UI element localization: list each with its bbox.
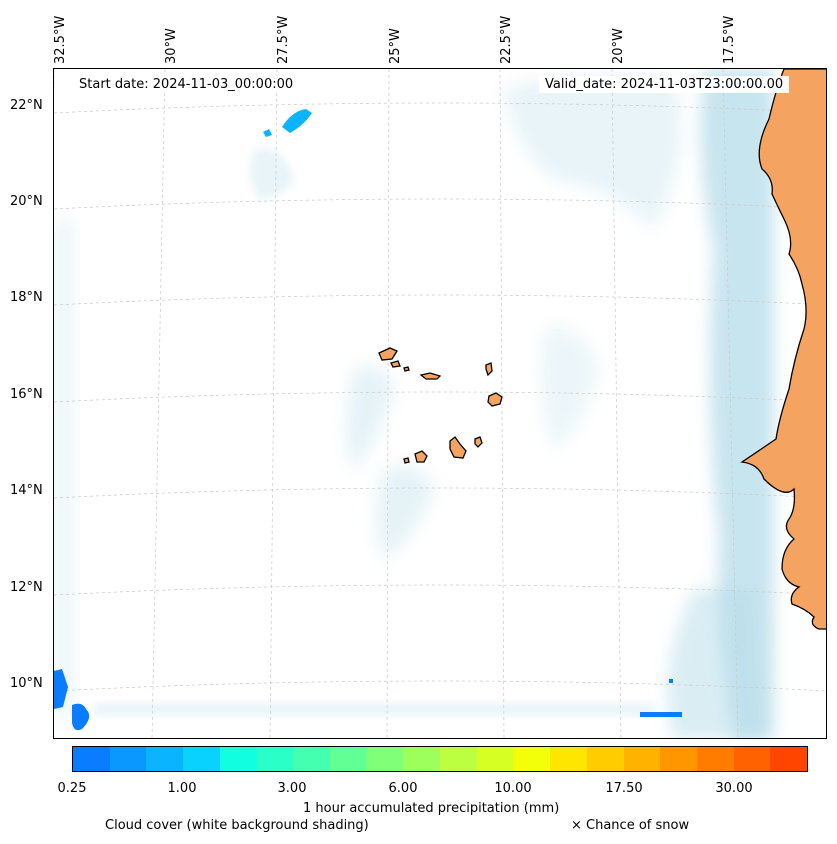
- map-canvas[interactable]: [53, 68, 827, 739]
- island-sao-nicolau: [419, 372, 442, 380]
- colorbar-segment-10: [440, 747, 477, 771]
- lat-label-22n: 22°N: [10, 98, 43, 113]
- lon-label-17-5w: 17.5°W: [722, 15, 737, 64]
- colorbar-tick-3-00: 3.00: [277, 781, 307, 796]
- precip-patch-south: [640, 712, 682, 717]
- snow-legend: × Chance of snow: [571, 818, 690, 833]
- parallel-22n: [54, 102, 826, 114]
- island-boa-vista: [487, 392, 503, 407]
- colorbar-segment-5: [256, 747, 294, 771]
- cloud-streak-3: [540, 327, 599, 449]
- colorbar-segment-3: [183, 747, 220, 771]
- colorbar-segment-11: [476, 747, 514, 771]
- colorbar-segment-16: [660, 747, 697, 771]
- colorbar-segment-1: [109, 747, 147, 771]
- precip-patch-southeast: [669, 679, 673, 683]
- colorbar-label: 1 hour accumulated precipitation (mm): [303, 801, 560, 816]
- colorbar-segment-9: [403, 747, 441, 771]
- lat-label-10n: 10°N: [10, 676, 43, 691]
- cloud-south-coast: [667, 589, 764, 738]
- cloud-band-offshore: [504, 75, 681, 230]
- cloud-cover-layer: [54, 69, 774, 738]
- lon-label-27-5w: 27.5°W: [276, 15, 291, 64]
- precip-patch-north: [282, 109, 312, 133]
- colorbar-tick-17-50: 17.50: [605, 781, 643, 796]
- island-santiago: [449, 436, 467, 459]
- precip-patch-southwest-1: [54, 669, 68, 709]
- lat-label-12n: 12°N: [10, 580, 43, 595]
- cloud-south-band: [94, 703, 654, 715]
- valid-date-label: Valid_date: 2024-11-03T23:00:00.00: [539, 76, 790, 93]
- island-maio: [474, 436, 483, 448]
- parallel-14n: [54, 487, 826, 499]
- lat-label-20n: 20°N: [10, 194, 43, 209]
- colorbar-segment-4: [219, 747, 257, 771]
- colorbar-segment-6: [293, 747, 330, 771]
- land-layer: [378, 69, 826, 630]
- colorbar-segment-12: [513, 747, 551, 771]
- meridian-25w: [386, 69, 390, 738]
- africa-mainland: [740, 69, 826, 630]
- cloud-streak-4: [250, 148, 294, 199]
- precip-patch-north-small: [263, 129, 272, 137]
- colorbar-tick-30-00: 30.00: [715, 781, 753, 796]
- meridian-30w: [151, 69, 166, 738]
- cloud-west-strip: [54, 219, 74, 719]
- lat-label-14n: 14°N: [10, 483, 43, 498]
- parallel-12n: [54, 584, 826, 596]
- colorbar-segment-8: [366, 747, 404, 771]
- colorbar-tick-6-00: 6.00: [388, 781, 418, 796]
- lon-label-30w: 30°W: [164, 28, 179, 64]
- colorbar-segment-18: [733, 747, 771, 771]
- cloud-streak-2: [376, 466, 434, 559]
- colorbar-segment-0: [73, 747, 110, 771]
- meridian-27-5w: [269, 69, 278, 738]
- precipitation-colorbar: [72, 746, 808, 772]
- cloud-streak-1: [346, 366, 394, 469]
- island-sao-vicente: [390, 360, 401, 368]
- island-fogo: [414, 450, 428, 463]
- cloud-band-coastal: [700, 69, 774, 738]
- lon-label-25w: 25°W: [388, 28, 403, 64]
- precip-patch-southwest-2: [72, 703, 90, 731]
- colorbar-segment-7: [329, 747, 367, 771]
- parallel-10n: [54, 680, 826, 692]
- precipitation-layer: [54, 109, 682, 731]
- colorbar-segment-17: [696, 747, 734, 771]
- graticule: [54, 69, 826, 738]
- colorbar-segment-2: [146, 747, 184, 771]
- lon-label-22-5w: 22.5°W: [499, 15, 514, 64]
- parallel-18n: [54, 294, 826, 306]
- island-santo-antao: [378, 347, 398, 361]
- lon-label-32-5w: 32.5°W: [53, 15, 68, 64]
- parallel-20n: [54, 198, 826, 210]
- lat-label-16n: 16°N: [10, 387, 43, 402]
- colorbar-tick-1-00: 1.00: [167, 781, 197, 796]
- parallel-16n: [54, 391, 826, 403]
- colorbar-segment-15: [623, 747, 661, 771]
- lat-label-18n: 18°N: [10, 290, 43, 305]
- island-sal: [485, 362, 493, 377]
- colorbar-segment-14: [586, 747, 624, 771]
- colorbar-tick-0-25: 0.25: [57, 781, 87, 796]
- lon-label-20w: 20°W: [611, 28, 626, 64]
- colorbar-segment-13: [550, 747, 587, 771]
- island-brava: [403, 457, 410, 464]
- meridian-20w: [611, 69, 622, 738]
- meridian-22-5w: [499, 69, 505, 738]
- cloud-cover-legend: Cloud cover (white background shading): [105, 818, 369, 833]
- colorbar-segment-19: [770, 747, 808, 771]
- meridian-17-5w: [722, 69, 739, 738]
- island-santa-luzia: [403, 366, 410, 372]
- start-date-label: Start date: 2024-11-03_00:00:00: [73, 76, 300, 93]
- colorbar-tick-10-00: 10.00: [494, 781, 532, 796]
- map-svg: [54, 69, 826, 738]
